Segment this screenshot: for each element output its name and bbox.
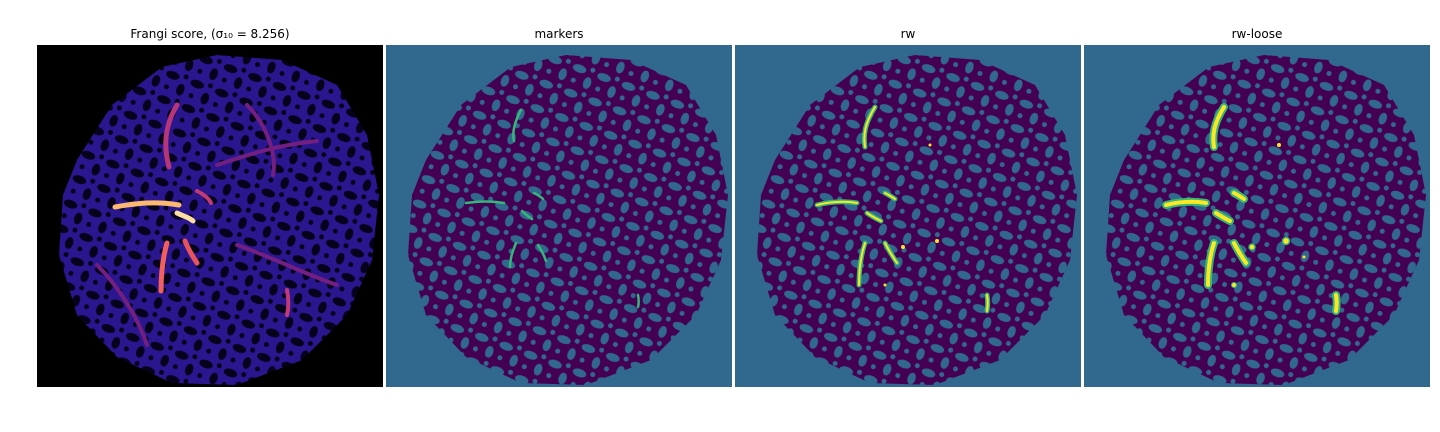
frangi-score-image bbox=[37, 45, 383, 387]
rw-loose-image bbox=[1084, 45, 1430, 387]
rw-image bbox=[735, 45, 1081, 387]
rw-loose-svg bbox=[1084, 45, 1430, 387]
markers-svg bbox=[386, 45, 732, 387]
panel-title-rw-loose: rw-loose bbox=[1231, 27, 1283, 41]
panel-title-markers: markers bbox=[534, 27, 584, 41]
panel-title-rw: rw bbox=[900, 27, 916, 41]
frangi-svg bbox=[37, 45, 383, 387]
panel-title-frangi: Frangi score, (σ₁₀ = 8.256) bbox=[130, 27, 290, 41]
rw-svg bbox=[735, 45, 1081, 387]
markers-image bbox=[386, 45, 732, 387]
